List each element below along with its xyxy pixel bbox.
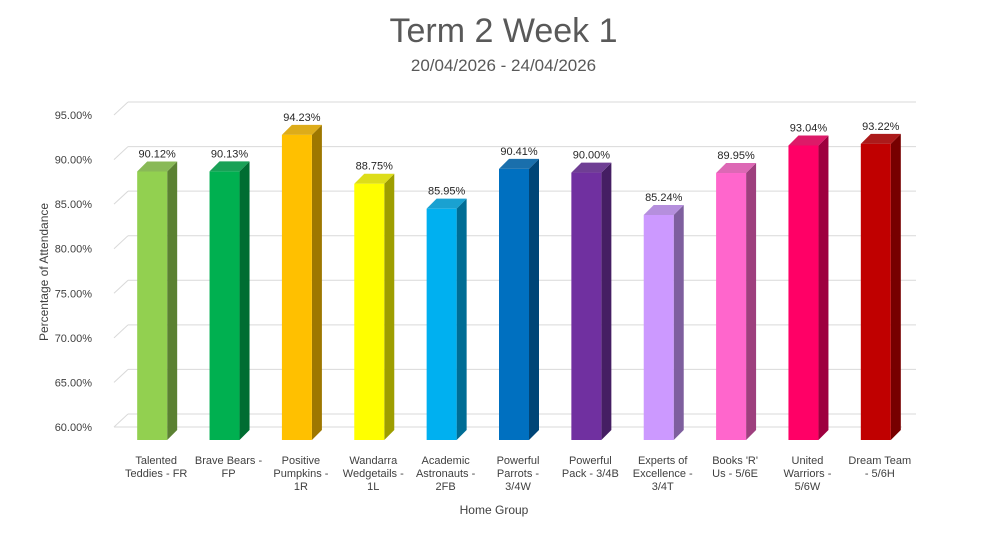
bar-front	[426, 208, 457, 440]
gridline-depth	[113, 369, 129, 383]
bar-top	[499, 158, 539, 169]
bar-top	[354, 173, 395, 184]
bar-top	[571, 162, 612, 173]
data-label: 89.95%	[717, 150, 755, 162]
gridline-depth	[113, 324, 129, 339]
bar-front	[499, 168, 529, 440]
data-label: 93.04%	[790, 122, 828, 134]
bar-top	[137, 161, 178, 172]
bar	[354, 173, 395, 440]
data-label: 94.23%	[283, 112, 321, 124]
bar-front	[137, 171, 168, 440]
data-label: 85.24%	[645, 192, 683, 204]
y-tick-label: 75.00%	[55, 288, 93, 300]
gridline-depth	[113, 190, 129, 205]
category-label: Powerful Pack - 3/4B	[562, 455, 619, 480]
gridline-depth	[113, 146, 129, 160]
chart-title: Term 2 Week 1	[389, 12, 618, 50]
bar-top	[643, 205, 684, 216]
bar-front	[643, 215, 674, 440]
bar	[643, 205, 684, 440]
bar-side	[384, 173, 395, 440]
y-tick-label: 70.00%	[55, 333, 93, 345]
data-label: 90.13%	[211, 148, 249, 160]
bar	[281, 124, 322, 440]
data-label: 90.41%	[500, 146, 538, 158]
bar-front	[571, 172, 602, 441]
y-tick-label: 60.00%	[55, 422, 93, 434]
category-label: Talented Teddies - FR	[125, 455, 187, 480]
category-label: Powerful Parrots -3/4W	[497, 455, 540, 493]
bar-front	[209, 171, 240, 440]
bar-side	[673, 205, 684, 440]
bar-top	[281, 124, 322, 135]
bar-side	[818, 135, 829, 441]
category-label: Positive Pumpkins -1R	[273, 455, 328, 493]
category-label: Brave Bears -FP	[195, 455, 263, 480]
gridline-depth	[113, 101, 129, 116]
y-axis-title: Percentage of Attendance	[37, 203, 51, 341]
y-axis-ticks: 60.00% 65.00% 70.00% 75.00% 80.00% 85.00% 90.0…	[55, 110, 93, 434]
data-label: 88.75%	[356, 161, 394, 173]
data-label: 90.00%	[573, 150, 611, 162]
bar-side	[456, 198, 467, 440]
y-tick-label: 65.00%	[55, 377, 93, 389]
bar	[860, 133, 901, 440]
category-label: United Warriors -5/6W	[784, 455, 832, 493]
bar	[209, 161, 250, 440]
bars	[137, 124, 901, 441]
bar-top	[788, 135, 829, 146]
bar	[137, 161, 178, 440]
data-label: 85.95%	[428, 186, 466, 198]
bar	[716, 163, 757, 440]
bar-side	[529, 158, 539, 440]
y-tick-label: 80.00%	[55, 244, 93, 256]
bar	[426, 198, 467, 440]
bar-side	[311, 124, 322, 440]
bar	[788, 135, 829, 441]
data-label: 90.12%	[139, 149, 177, 161]
gridline-depth	[113, 279, 129, 294]
bar-side	[890, 133, 901, 440]
y-tick-label: 90.00%	[55, 155, 93, 167]
data-labels: 90.12% 90.13% 94.23% 88.75% 85.95% 90.41% 90.0…	[139, 112, 900, 204]
bar-front	[354, 183, 385, 440]
y-tick-label: 85.00%	[55, 199, 93, 211]
bar-top	[426, 198, 467, 209]
gridline-depth	[113, 235, 129, 250]
category-label: Academic Astronauts -2FB	[416, 455, 476, 493]
bar-top	[209, 161, 250, 172]
x-axis-title: Home Group	[460, 503, 529, 517]
bar-side	[239, 161, 250, 440]
category-label: Wandarra Wedgetails -1L	[343, 455, 404, 493]
category-label: Experts of Excellence -3/4T	[633, 455, 693, 493]
bar-front	[860, 143, 891, 440]
category-label: Books 'R' Us - 5/6E	[712, 455, 758, 480]
bar	[571, 162, 612, 441]
category-labels: Talented Teddies - FR Brave Bears -FP Posit…	[125, 455, 911, 493]
bar-front	[281, 134, 312, 440]
gridline-depth	[113, 413, 129, 428]
chart-subtitle: 20/04/2026 - 24/04/2026	[410, 56, 597, 75]
bar	[499, 158, 539, 440]
bar-front	[788, 145, 819, 441]
y-tick-label: 95.00%	[55, 110, 93, 122]
bar-side	[167, 161, 178, 440]
bar-top	[716, 163, 757, 174]
bar-side	[601, 162, 612, 441]
bar-side	[746, 163, 757, 440]
bar-front	[716, 173, 747, 440]
bar-top	[860, 133, 901, 144]
category-label: Dream Team - 5/6H	[848, 455, 911, 480]
data-label: 93.22%	[862, 121, 900, 133]
